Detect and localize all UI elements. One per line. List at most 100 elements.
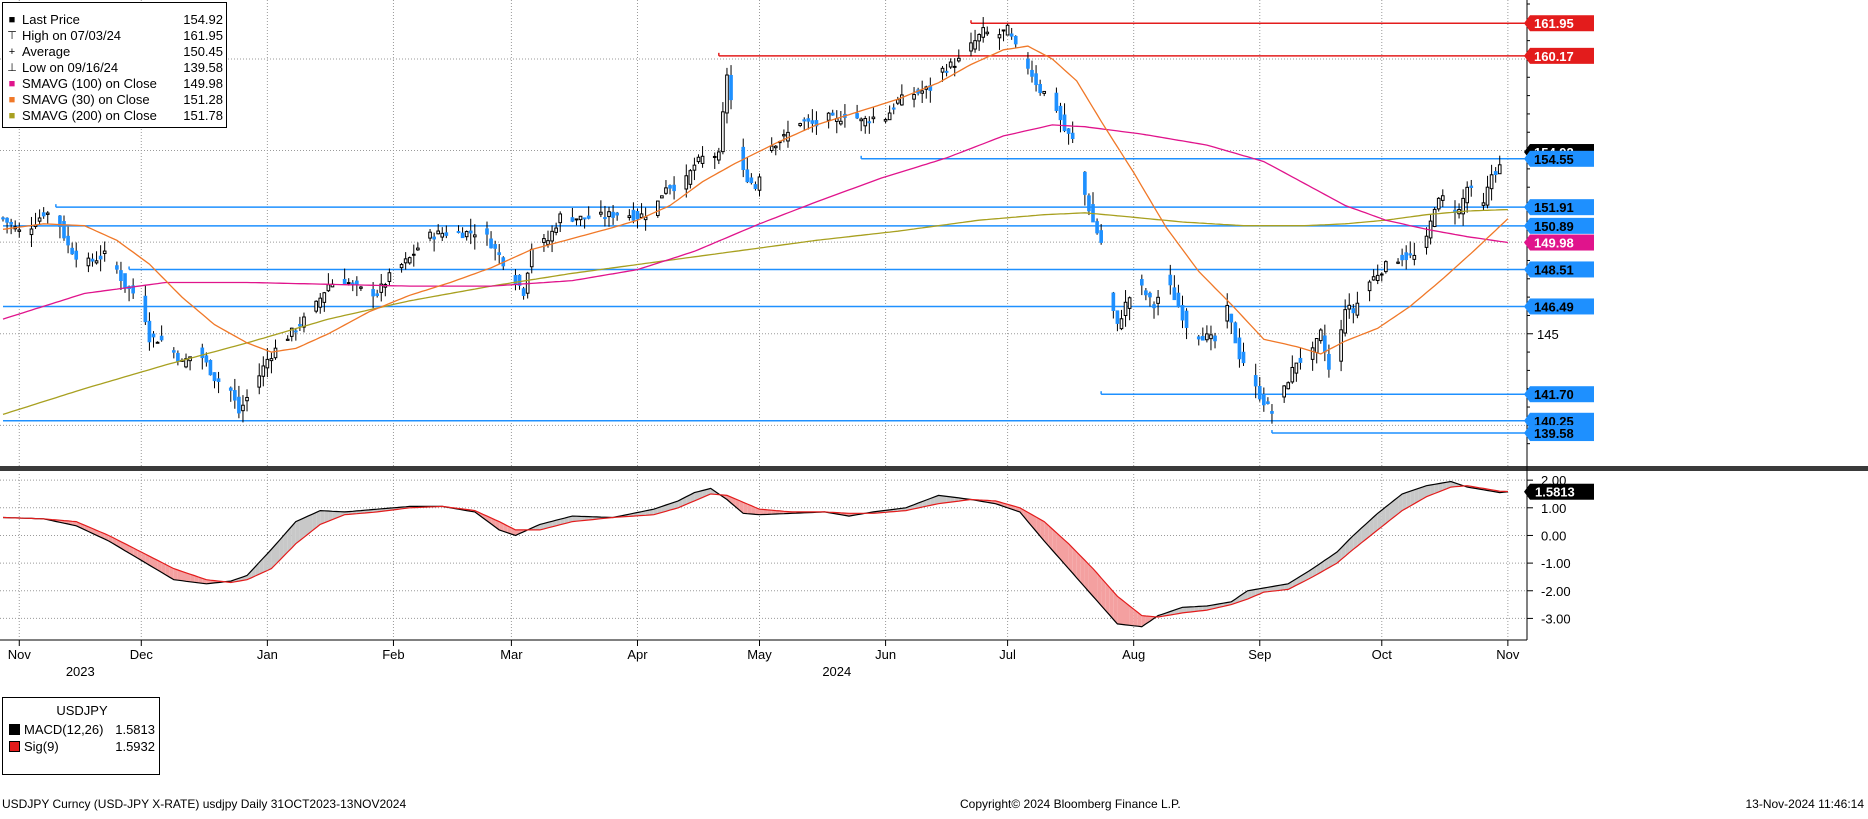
macd-tick-label: 0.00 [1541, 528, 1566, 543]
sma30-swatch: ■ [6, 92, 18, 108]
candle-body [1490, 175, 1493, 189]
candle-body [718, 152, 721, 160]
candle-body [1433, 209, 1436, 226]
signal-label: Sig(9) [24, 738, 115, 755]
candle-body [1149, 293, 1152, 296]
signal-swatch [9, 741, 20, 752]
legend-label: SMAVG (30) on Close [22, 92, 183, 108]
x-axis-month-label: Nov [1496, 647, 1520, 662]
candle-body [1311, 348, 1314, 360]
candle-body [360, 287, 363, 288]
candle-body [87, 258, 90, 266]
candle-body [701, 156, 704, 163]
candle-body [1271, 412, 1274, 414]
macd-fill-segment [943, 496, 947, 503]
candle-body [697, 157, 700, 161]
candle-body [1234, 323, 1237, 343]
candle-body [1352, 309, 1355, 313]
candle-body [864, 118, 867, 125]
macd-fill-segment [320, 511, 324, 525]
candle-body [209, 360, 212, 374]
candle-body [551, 231, 554, 241]
candle-body [433, 237, 436, 239]
sma100-swatch: ■ [6, 76, 18, 92]
candle-body [1169, 275, 1172, 285]
x-axis-month-label: Jul [999, 647, 1016, 662]
legend-value: 151.28 [183, 92, 223, 108]
candle-body [1295, 363, 1298, 373]
candle-body [160, 336, 163, 340]
candle-body [543, 239, 546, 243]
candle-body [831, 113, 834, 115]
macd-value-tag: 1.5813 [1524, 484, 1594, 500]
candle-body [1380, 274, 1383, 275]
x-axis-month-label: Dec [130, 647, 154, 662]
high-icon: ⊤ [6, 28, 18, 44]
candle-body [445, 233, 448, 236]
candle-body [152, 334, 155, 337]
candle-body [494, 245, 497, 249]
candle-body [10, 222, 13, 224]
candle-body [656, 201, 659, 215]
candle-body [120, 271, 123, 281]
x-axis-month-label: Mar [500, 647, 523, 662]
candle-body [1120, 319, 1123, 329]
candle-body [1238, 338, 1241, 359]
candle-body [490, 239, 493, 248]
candle-body [372, 290, 375, 296]
candle-body [1084, 172, 1087, 194]
candle-body [1368, 282, 1371, 291]
panel-separator [0, 466, 1527, 471]
candle-body [640, 214, 643, 218]
signal-value: 1.5932 [115, 738, 155, 755]
candle-body [1328, 354, 1331, 369]
candle-body [1063, 115, 1066, 131]
x-axis-month-label: Aug [1122, 647, 1145, 662]
candle-body [811, 121, 814, 124]
candle-body [1140, 280, 1143, 286]
level-tag: 139.58 [1524, 425, 1594, 441]
legend-value: 139.58 [183, 60, 223, 76]
candle-body [400, 265, 403, 268]
candle-body [469, 231, 472, 233]
candle-body [1254, 376, 1257, 386]
candle-body [689, 171, 692, 185]
candle-body [213, 373, 216, 381]
candle-body [286, 339, 289, 340]
legend-value: 161.95 [183, 28, 223, 44]
candle-body [1470, 186, 1473, 187]
candle-body [726, 75, 729, 113]
candle-body [754, 185, 757, 189]
level-tag-label: 160.17 [1534, 49, 1574, 64]
candle-body [1413, 255, 1416, 259]
candle-body [242, 405, 245, 410]
candle-body [632, 210, 635, 220]
candle-body [67, 236, 70, 245]
candle-body [1299, 358, 1302, 362]
macd-fill-segment [1101, 578, 1105, 610]
candle-body [95, 261, 98, 263]
candle-body [628, 216, 631, 218]
candle-body [685, 176, 688, 189]
candle-body [746, 170, 749, 182]
legend-label: SMAVG (200) on Close [22, 108, 183, 124]
candle-body [774, 146, 777, 147]
candle-body [1230, 314, 1233, 322]
candle-body [1185, 311, 1188, 327]
candle-body [1010, 34, 1013, 36]
legend-label: High on 07/03/24 [22, 28, 183, 44]
candle-body [559, 214, 562, 223]
candle-body [217, 379, 220, 382]
candle-body [1324, 336, 1327, 352]
candle-body [1055, 93, 1058, 110]
x-axis-month-label: Feb [382, 647, 404, 662]
x-axis-month-label: Nov [8, 647, 32, 662]
candle-body [1116, 311, 1119, 324]
candle-body [1197, 337, 1200, 339]
candle-body [957, 58, 960, 61]
footer-left: USDJPY Curncy (USD-JPY X-RATE) usdjpy Da… [2, 797, 406, 811]
candle-body [693, 165, 696, 170]
macd-value: 1.5813 [115, 721, 155, 738]
